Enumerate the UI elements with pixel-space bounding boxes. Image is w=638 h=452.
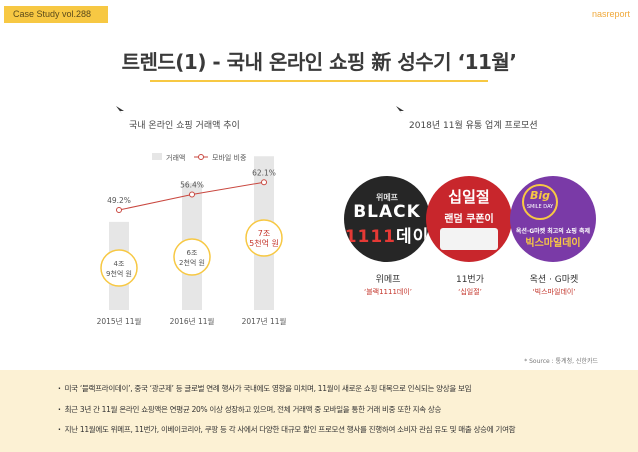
promo-badge xyxy=(522,184,558,220)
bar-data-label: 9천억 원 xyxy=(106,269,132,278)
legend-label: 모바일 비중 xyxy=(212,153,247,162)
bar-data-label: 6조 xyxy=(187,249,198,257)
promo-event: ‘블랙1111데이’ xyxy=(363,288,413,296)
x-tick-label: 2017년 11월 xyxy=(242,316,287,326)
bar-data-label: 7조 xyxy=(258,229,270,238)
title-underline xyxy=(150,80,488,82)
right-subtitle-text: 2018년 11월 유통 업계 프로모션 xyxy=(409,121,538,131)
promo-11st-image: 십일절 랜덤 쿠폰이 xyxy=(426,176,512,262)
note-item: 지난 11월에도 위메프, 11번가, 이베이코리아, 쿠팡 등 각 사에서 다… xyxy=(58,424,516,435)
promo-badge-text: Big xyxy=(529,189,551,202)
bar-value-badge xyxy=(173,238,211,276)
notes-list: 미국 ‘블랙프라이데이’, 중국 ‘광군제’ 등 글로벌 연례 행사가 국내에도… xyxy=(58,383,516,445)
promo-caption: 옥션 · G마켓 ‘빅스마일데이’ xyxy=(509,272,599,297)
promo-graphic-title: 빅스마일데이 xyxy=(525,238,581,249)
legend-swatch-marker xyxy=(198,154,204,160)
left-subtitle-text: 국내 온라인 쇼핑 거래액 추이 xyxy=(129,121,240,131)
right-subtitle: 2018년 11월 유통 업계 프로모션 xyxy=(396,106,538,131)
promo-auction-gmarket-image: Big SMILE DAY 옥션·G마켓 최고의 쇼핑 축제 빅스마일데이 xyxy=(510,176,596,262)
line-point xyxy=(116,207,122,213)
case-study-tag: Case Study vol.288 xyxy=(4,6,108,23)
line-data-label: 56.4% xyxy=(180,181,204,190)
page-title: 트렌드(1) - 국내 온라인 쇼핑 新 성수기 ‘11월’ xyxy=(121,50,517,74)
promo-caption: 위메프 ‘블랙1111데이’ xyxy=(343,272,433,297)
promo-badge-sub: SMILE DAY xyxy=(526,204,554,210)
left-subtitle: 국내 온라인 쇼핑 거래액 추이 xyxy=(116,106,240,131)
promo-event: ‘빅스마일데이’ xyxy=(532,288,576,296)
line-data-label: 49.2% xyxy=(107,196,131,205)
note-item: 미국 ‘블랙프라이데이’, 중국 ‘광군제’ 등 글로벌 연례 행사가 국내에도… xyxy=(58,383,515,394)
promo-caption: 11번가 ‘십일절’ xyxy=(425,272,515,297)
legend-swatch-bar xyxy=(152,153,162,160)
line-point xyxy=(189,191,195,198)
pointer-icon xyxy=(116,106,124,114)
x-tick-label: 2015년 11월 xyxy=(97,316,142,326)
promo-graphic-sub: 랜덤 쿠폰이 xyxy=(444,214,494,225)
bar-value-badge xyxy=(100,249,138,287)
promo-company: 옥션 · G마켓 xyxy=(529,275,579,285)
legend-label: 거래액 xyxy=(166,153,185,162)
line-data-label: 62.1% xyxy=(252,168,276,177)
bar-value-badge xyxy=(245,219,283,257)
promo-company: 위메프 xyxy=(375,275,401,285)
note-item: 최근 3년 간 11월 온라인 쇼핑액은 연평균 20% 이상 성장하고 있으며… xyxy=(58,404,515,415)
promo-graphic-line: 옥션·G마켓 최고의 쇼핑 축제 xyxy=(515,228,591,235)
promo-graphic-title: 십일절 xyxy=(448,188,490,206)
bar-data-label: 5천억 원 xyxy=(249,238,279,248)
bar-data-label: 2천억 원 xyxy=(179,258,205,267)
promo-graphic-brand: 위메프 xyxy=(375,193,399,202)
promo-wemakeprice-image: 위메프 BLACK 1111데이 xyxy=(344,176,430,262)
line-point xyxy=(261,179,267,186)
x-tick-label: 2016년 11월 xyxy=(170,316,215,326)
pointer-icon xyxy=(396,106,404,114)
promo-graphic-box xyxy=(440,228,498,250)
source-note: * Source : 통계청, 신한카드 xyxy=(524,358,598,365)
promo-event: ‘십일절’ xyxy=(458,288,482,296)
brand-logo-text: nasreport xyxy=(591,9,630,19)
promo-company: 11번가 xyxy=(455,275,484,285)
bar-data-label: 4조 xyxy=(114,260,125,268)
promo-graphic-title: BLACK 1111데이 xyxy=(344,202,430,247)
